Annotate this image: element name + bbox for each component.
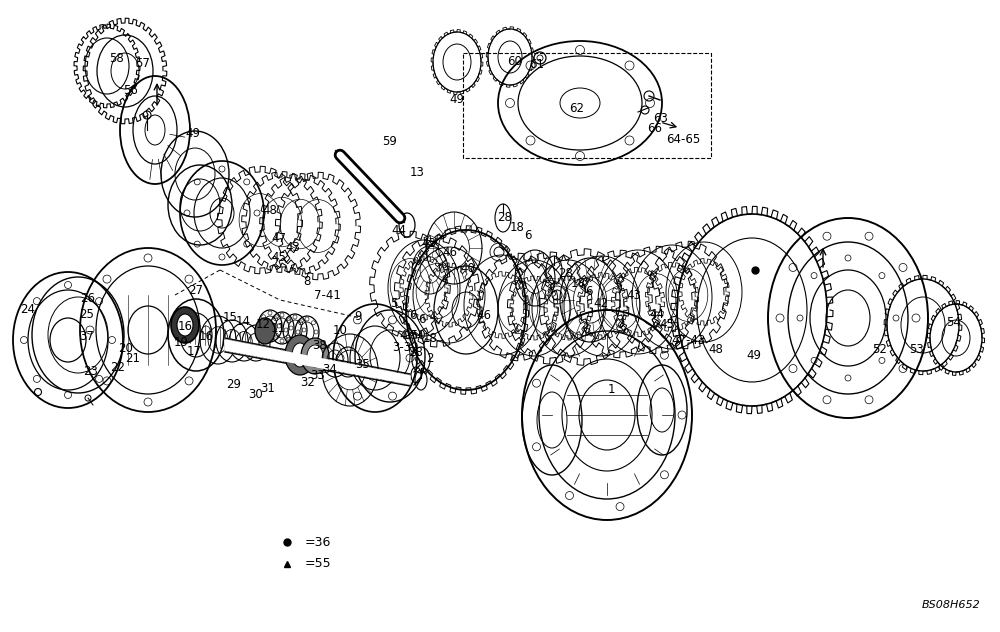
Text: 35: 35 — [356, 358, 370, 370]
Text: 49: 49 — [186, 128, 200, 140]
Ellipse shape — [255, 318, 275, 344]
Text: 18: 18 — [510, 221, 524, 234]
Ellipse shape — [307, 345, 323, 367]
Text: 16: 16 — [178, 320, 192, 332]
Text: 42: 42 — [594, 298, 608, 310]
Text: 54: 54 — [947, 317, 961, 329]
Text: 47: 47 — [272, 233, 287, 245]
Text: 7-41: 7-41 — [314, 289, 340, 301]
Text: 16: 16 — [198, 330, 214, 343]
Text: 64-65: 64-65 — [666, 133, 700, 146]
Text: 63: 63 — [654, 112, 668, 125]
Ellipse shape — [301, 338, 329, 374]
Text: 20: 20 — [119, 343, 133, 355]
Text: BS08H652: BS08H652 — [921, 600, 980, 610]
Text: 23: 23 — [84, 365, 98, 378]
Bar — [463, 53, 711, 158]
Text: 21: 21 — [126, 352, 140, 365]
Text: 13: 13 — [410, 166, 424, 179]
Text: 9: 9 — [354, 310, 362, 322]
Ellipse shape — [285, 335, 315, 375]
Text: 25: 25 — [80, 308, 94, 321]
Text: 45: 45 — [272, 252, 286, 264]
Text: 60: 60 — [508, 55, 522, 68]
Text: 22: 22 — [110, 361, 126, 374]
Text: 30: 30 — [249, 389, 263, 401]
Text: 43: 43 — [627, 289, 641, 302]
Text: 32: 32 — [301, 376, 315, 389]
Text: 33: 33 — [311, 369, 325, 382]
Text: 28: 28 — [559, 267, 573, 280]
Text: 6: 6 — [418, 313, 426, 325]
Text: 31: 31 — [261, 382, 275, 394]
Text: 4-50: 4-50 — [400, 329, 426, 342]
Text: 56: 56 — [124, 84, 138, 97]
Text: 6: 6 — [524, 229, 532, 242]
Text: 18: 18 — [571, 277, 585, 289]
Text: 29: 29 — [226, 378, 242, 391]
Polygon shape — [225, 338, 410, 386]
Text: 11: 11 — [270, 322, 286, 334]
Text: 47-43: 47-43 — [672, 334, 706, 346]
Text: 58: 58 — [110, 52, 124, 64]
Text: =36: =36 — [305, 536, 331, 549]
Text: 38: 38 — [313, 339, 327, 352]
Text: 8: 8 — [303, 275, 311, 288]
Text: 43: 43 — [422, 237, 436, 250]
Text: 44: 44 — [392, 224, 406, 236]
Text: 66: 66 — [648, 122, 662, 135]
Text: 10: 10 — [333, 324, 347, 337]
Text: 24: 24 — [20, 303, 36, 316]
Text: 17: 17 — [186, 345, 202, 358]
Text: 48: 48 — [263, 204, 277, 217]
Text: 45: 45 — [660, 318, 674, 331]
Ellipse shape — [177, 314, 193, 336]
Text: 40: 40 — [461, 262, 475, 275]
Text: 62: 62 — [570, 102, 584, 115]
Text: 14: 14 — [236, 315, 250, 328]
Text: 27: 27 — [188, 284, 204, 296]
Text: 28: 28 — [409, 346, 423, 358]
Text: =55: =55 — [305, 557, 332, 570]
Text: 49: 49 — [450, 93, 464, 106]
Text: 26: 26 — [80, 292, 96, 305]
Text: 15: 15 — [223, 312, 237, 324]
Text: 6: 6 — [585, 286, 593, 298]
Text: 43: 43 — [286, 241, 300, 254]
Text: 6: 6 — [409, 309, 417, 322]
Text: 18: 18 — [423, 332, 437, 344]
Text: 59: 59 — [383, 135, 397, 148]
Text: 52: 52 — [873, 343, 887, 356]
Text: 61: 61 — [530, 58, 544, 71]
Text: 1: 1 — [607, 383, 615, 396]
Ellipse shape — [292, 343, 308, 367]
Text: 2: 2 — [426, 353, 434, 365]
Text: 37: 37 — [80, 330, 94, 343]
Ellipse shape — [171, 307, 199, 343]
Polygon shape — [225, 340, 410, 384]
Text: 5: 5 — [390, 297, 398, 310]
Text: 46: 46 — [477, 309, 492, 322]
Text: 19: 19 — [174, 336, 188, 349]
Text: 53: 53 — [909, 343, 923, 356]
Text: 12: 12 — [256, 318, 270, 331]
Text: 57: 57 — [136, 57, 150, 70]
Text: 34: 34 — [323, 363, 337, 376]
Text: 44: 44 — [650, 308, 664, 320]
Text: 3-39: 3-39 — [392, 341, 418, 354]
Text: 49: 49 — [746, 349, 762, 362]
Text: 46: 46 — [442, 246, 458, 258]
Text: 28: 28 — [498, 211, 512, 224]
Text: 48: 48 — [709, 343, 723, 356]
